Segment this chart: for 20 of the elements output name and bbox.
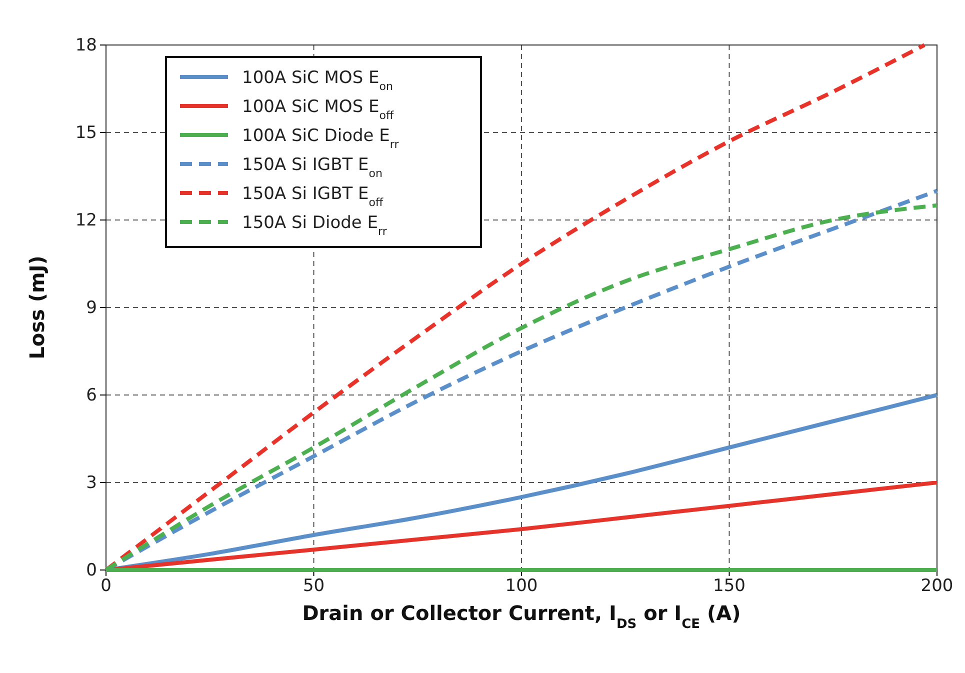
y-tick-label: 9 xyxy=(86,298,97,318)
legend-label: 100A SiC MOS E$_{on}$ xyxy=(242,68,394,92)
x-tick-label: 150 xyxy=(713,576,746,596)
y-tick-label: 15 xyxy=(75,122,97,143)
x-axis-title: Drain or Collector Current, I$_{DS}$ or I$_{CE}$ (A) xyxy=(302,601,741,632)
x-tick-label: 200 xyxy=(920,576,954,596)
x-tick-label: 100 xyxy=(505,576,538,596)
legend-label: 150A Si Diode E$_{rr}$ xyxy=(242,213,388,238)
y-axis-title: Loss (mJ) xyxy=(25,256,49,360)
x-tick-label: 50 xyxy=(302,576,325,596)
y-tick-label: 3 xyxy=(86,472,97,493)
x-tick-label: 0 xyxy=(100,576,112,596)
legend-label: 100A SiC MOS E$_{off}$ xyxy=(242,97,394,122)
legend-label: 100A SiC Diode E$_{rr}$ xyxy=(242,126,400,150)
legend-label: 150A Si IGBT E$_{off}$ xyxy=(242,184,384,208)
y-tick-label: 12 xyxy=(75,210,97,230)
y-tick-label: 6 xyxy=(86,385,97,406)
legend-label: 150A Si IGBT E$_{on}$ xyxy=(242,155,383,180)
y-tick-label: 18 xyxy=(75,35,97,56)
y-tick-label: 0 xyxy=(86,560,97,580)
